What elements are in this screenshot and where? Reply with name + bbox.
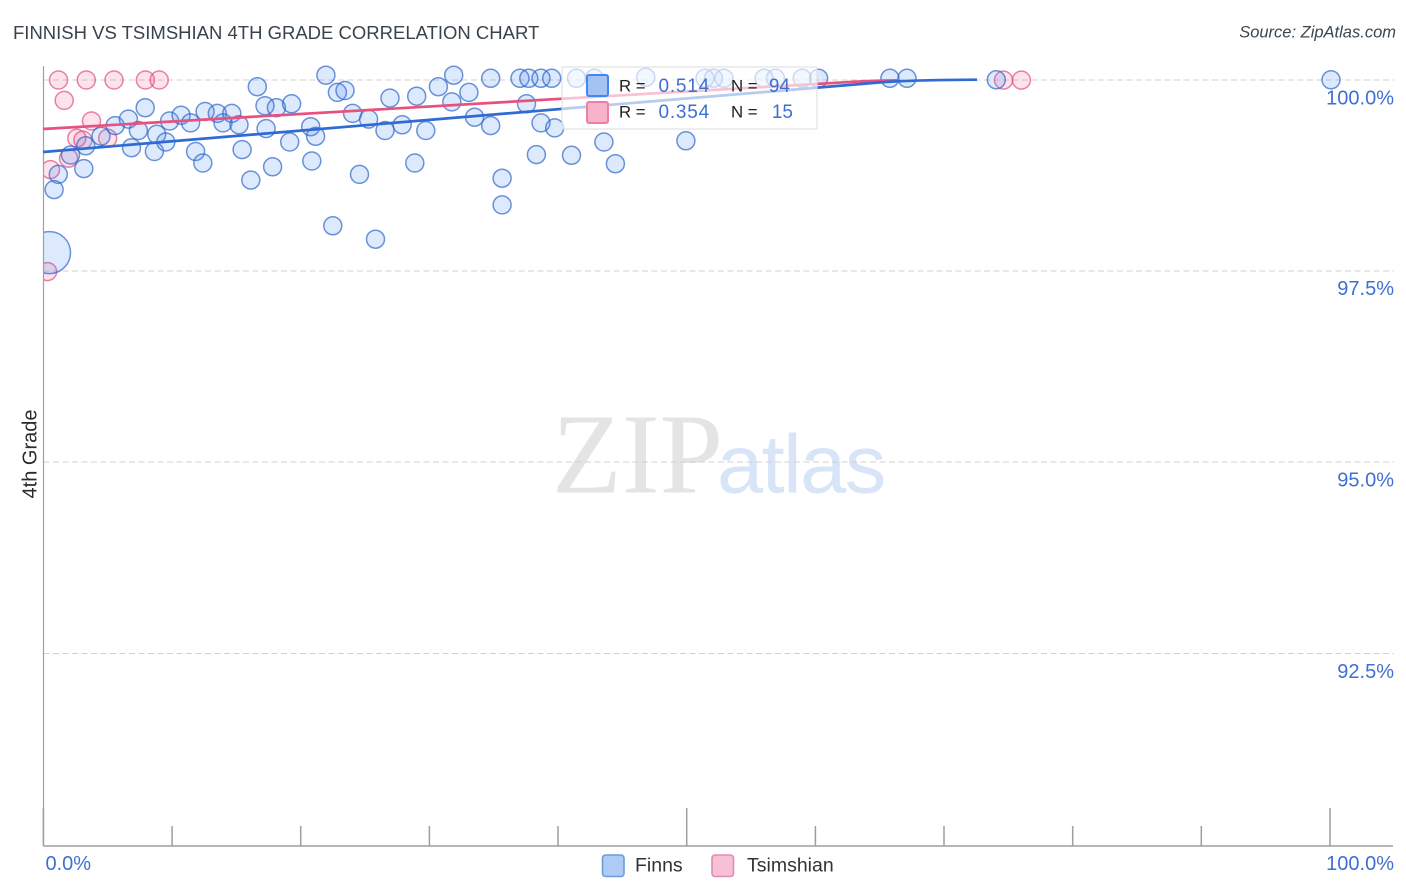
svg-text:Tsimshian: Tsimshian — [747, 855, 834, 877]
svg-text:R =: R = — [619, 77, 646, 96]
svg-text:92.5%: 92.5% — [1337, 661, 1394, 683]
svg-text:FINNISH VS TSIMSHIAN 4TH GRADE: FINNISH VS TSIMSHIAN 4TH GRADE CORRELATI… — [13, 22, 539, 43]
svg-text:0.514: 0.514 — [658, 76, 710, 97]
svg-text:95.0%: 95.0% — [1337, 470, 1394, 492]
svg-text:94: 94 — [769, 76, 791, 97]
svg-text:ZIP: ZIP — [552, 391, 723, 518]
svg-text:Source: ZipAtlas.com: Source: ZipAtlas.com — [1239, 24, 1396, 42]
svg-text:N =: N = — [731, 103, 758, 122]
svg-text:0.354: 0.354 — [658, 102, 710, 123]
svg-text:R =: R = — [619, 103, 646, 122]
svg-text:Finns: Finns — [635, 855, 683, 877]
svg-text:N =: N = — [731, 77, 758, 96]
svg-text:15: 15 — [772, 102, 793, 123]
svg-text:100.0%: 100.0% — [1326, 88, 1394, 110]
svg-text:atlas: atlas — [717, 418, 885, 511]
svg-text:97.5%: 97.5% — [1337, 278, 1394, 300]
svg-text:100.0%: 100.0% — [1326, 853, 1394, 875]
svg-text:0.0%: 0.0% — [46, 853, 92, 875]
svg-text:4th Grade: 4th Grade — [20, 410, 42, 499]
